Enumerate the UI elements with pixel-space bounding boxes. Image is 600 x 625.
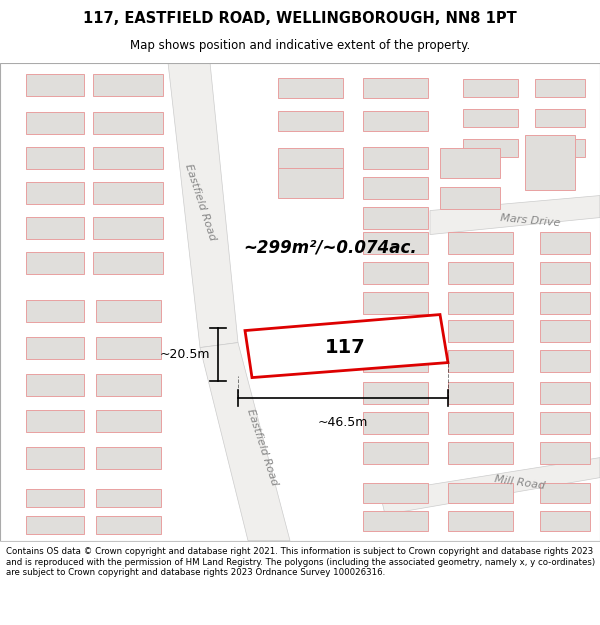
Polygon shape — [93, 251, 163, 274]
Polygon shape — [26, 181, 84, 204]
Polygon shape — [540, 482, 590, 502]
Polygon shape — [362, 482, 427, 502]
Polygon shape — [535, 139, 585, 156]
Text: Eastfield Road: Eastfield Road — [183, 163, 217, 242]
Polygon shape — [448, 319, 512, 342]
Polygon shape — [448, 291, 512, 314]
Polygon shape — [362, 111, 427, 131]
Polygon shape — [168, 62, 238, 348]
Text: ~299m²/~0.074ac.: ~299m²/~0.074ac. — [243, 239, 417, 256]
Polygon shape — [26, 374, 84, 396]
Polygon shape — [380, 458, 600, 514]
Polygon shape — [95, 447, 161, 469]
Polygon shape — [26, 516, 84, 534]
Polygon shape — [540, 231, 590, 254]
Polygon shape — [540, 442, 590, 464]
Polygon shape — [277, 78, 343, 98]
Polygon shape — [440, 148, 500, 178]
Polygon shape — [525, 135, 575, 190]
Polygon shape — [362, 511, 427, 531]
Text: Eastfield Road: Eastfield Road — [245, 408, 279, 488]
Text: Mill Road: Mill Road — [494, 474, 546, 491]
Polygon shape — [540, 382, 590, 404]
Polygon shape — [540, 511, 590, 531]
Polygon shape — [448, 482, 512, 502]
Polygon shape — [26, 74, 84, 96]
Polygon shape — [362, 146, 427, 169]
Text: 117: 117 — [325, 338, 365, 357]
Polygon shape — [26, 299, 84, 322]
Polygon shape — [95, 409, 161, 432]
Polygon shape — [535, 79, 585, 96]
Polygon shape — [95, 337, 161, 359]
Polygon shape — [245, 314, 448, 378]
Polygon shape — [448, 511, 512, 531]
Polygon shape — [93, 146, 163, 169]
Polygon shape — [26, 111, 84, 134]
Polygon shape — [540, 291, 590, 314]
Polygon shape — [26, 447, 84, 469]
Polygon shape — [535, 109, 585, 126]
Polygon shape — [277, 111, 343, 131]
Polygon shape — [448, 231, 512, 254]
Polygon shape — [93, 216, 163, 239]
Polygon shape — [95, 374, 161, 396]
Polygon shape — [26, 251, 84, 274]
Polygon shape — [463, 139, 517, 156]
Polygon shape — [430, 196, 600, 234]
Text: ~46.5m: ~46.5m — [318, 416, 368, 429]
Polygon shape — [362, 412, 427, 434]
Polygon shape — [362, 206, 427, 229]
Polygon shape — [362, 231, 427, 254]
Polygon shape — [95, 299, 161, 322]
Text: Contains OS data © Crown copyright and database right 2021. This information is : Contains OS data © Crown copyright and d… — [6, 548, 595, 577]
Polygon shape — [448, 382, 512, 404]
Polygon shape — [540, 319, 590, 342]
Polygon shape — [448, 442, 512, 464]
Polygon shape — [448, 412, 512, 434]
Polygon shape — [463, 109, 517, 126]
Polygon shape — [26, 146, 84, 169]
Polygon shape — [362, 442, 427, 464]
Polygon shape — [93, 74, 163, 96]
Polygon shape — [93, 181, 163, 204]
Polygon shape — [362, 349, 427, 372]
Text: Mars Drive: Mars Drive — [500, 213, 560, 228]
Polygon shape — [448, 349, 512, 372]
Text: ~20.5m: ~20.5m — [160, 348, 210, 361]
Polygon shape — [448, 261, 512, 284]
Text: 117, EASTFIELD ROAD, WELLINGBOROUGH, NN8 1PT: 117, EASTFIELD ROAD, WELLINGBOROUGH, NN8… — [83, 11, 517, 26]
Polygon shape — [26, 337, 84, 359]
Polygon shape — [95, 516, 161, 534]
Polygon shape — [440, 186, 500, 209]
Polygon shape — [540, 349, 590, 372]
Polygon shape — [95, 489, 161, 507]
Polygon shape — [540, 412, 590, 434]
Polygon shape — [277, 148, 343, 168]
Polygon shape — [93, 111, 163, 134]
Polygon shape — [362, 78, 427, 98]
Text: Map shows position and indicative extent of the property.: Map shows position and indicative extent… — [130, 39, 470, 51]
Polygon shape — [362, 319, 427, 342]
Polygon shape — [362, 382, 427, 404]
Polygon shape — [362, 261, 427, 284]
Polygon shape — [540, 261, 590, 284]
Polygon shape — [26, 216, 84, 239]
Polygon shape — [362, 291, 427, 314]
Polygon shape — [362, 176, 427, 199]
Polygon shape — [463, 79, 517, 96]
Polygon shape — [26, 489, 84, 507]
Polygon shape — [200, 342, 290, 541]
Polygon shape — [277, 168, 343, 198]
Polygon shape — [26, 409, 84, 432]
